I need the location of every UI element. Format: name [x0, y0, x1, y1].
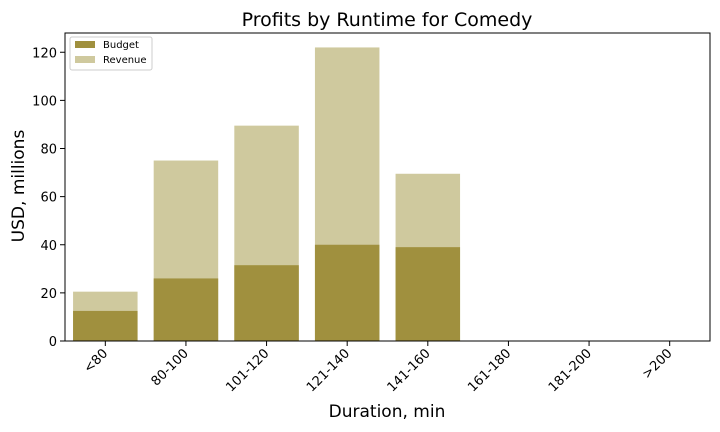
x-axis-label: Duration, min [329, 402, 446, 422]
x-tick-label-0: <80 [81, 346, 111, 376]
y-tick-label-2: 40 [40, 239, 57, 254]
legend-label-budget: Budget [103, 40, 139, 51]
x-tick-label-3: 121-140 [304, 346, 353, 395]
x-tick-label-1: 80-100 [149, 346, 192, 389]
chart-title: Profits by Runtime for Comedy [242, 9, 533, 31]
plot-frame [64, 32, 711, 342]
y-tick-label-0: 0 [49, 335, 57, 350]
legend: Budget Revenue [69, 36, 153, 71]
y-tick-label-1: 20 [40, 287, 57, 302]
legend-label-revenue: Revenue [103, 55, 147, 66]
y-tick-label-3: 60 [40, 191, 57, 206]
x-tick-label-2: 101-120 [223, 346, 272, 395]
y-tick-label-5: 100 [32, 94, 57, 109]
legend-swatch-budget [75, 41, 95, 48]
x-tick-label-4: 141-160 [385, 346, 434, 395]
budget-bars [73, 244, 461, 341]
y-axis-ticks: 0 20 40 60 80 100 120 [32, 46, 65, 350]
x-axis-ticks: <80 80-100 101-120 121-140 141-160 161-180 181… [81, 341, 676, 395]
budget-bar-1 [153, 278, 219, 341]
y-tick-label-4: 80 [40, 143, 57, 158]
x-tick-label-7: >200 [640, 346, 676, 382]
budget-bar-0 [73, 310, 138, 341]
y-axis-label: USD, millions [9, 130, 29, 243]
x-tick-label-5: 161-180 [465, 346, 514, 395]
budget-bar-3 [314, 244, 380, 341]
x-tick-label-6: 181-200 [546, 346, 595, 395]
budget-bar-4 [395, 247, 461, 341]
y-tick-label-6: 120 [32, 46, 57, 61]
budget-bar-2 [234, 265, 299, 341]
legend-swatch-revenue [75, 56, 95, 63]
